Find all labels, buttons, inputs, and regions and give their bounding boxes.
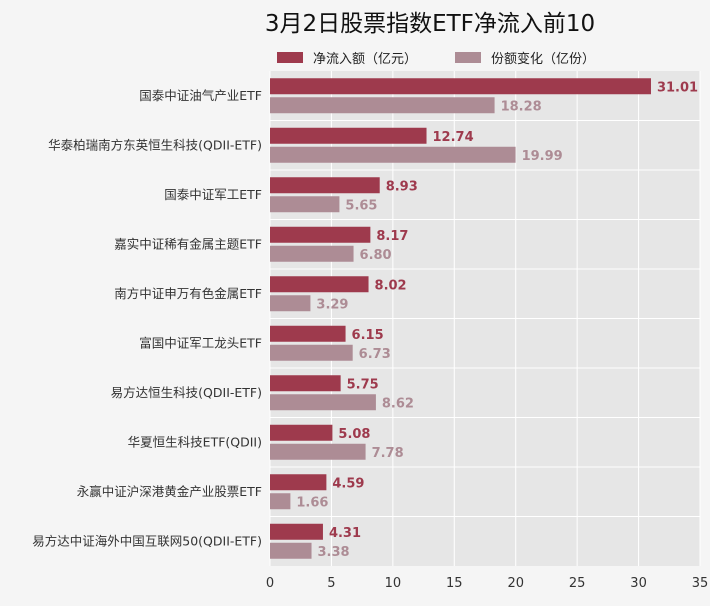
chart-title: 3月2日股票指数ETF净流入前10 — [264, 11, 596, 37]
bar-shares-1 — [270, 146, 516, 163]
data-label-shares-2: 5.65 — [345, 198, 377, 213]
bar-inflow-3 — [270, 226, 371, 243]
bar-inflow-1 — [270, 127, 427, 144]
data-label-inflow-3: 8.17 — [376, 229, 408, 244]
legend-item-shares: 份额变化（亿份） — [455, 48, 595, 67]
data-label-inflow-2: 8.93 — [386, 179, 418, 194]
data-label-inflow-7: 5.08 — [338, 427, 370, 442]
bar-shares-4 — [270, 295, 311, 312]
data-label-inflow-0: 31.01 — [657, 80, 698, 95]
x-tick-label-4: 20 — [507, 576, 524, 591]
data-label-inflow-6: 5.75 — [347, 377, 379, 392]
bar-inflow-6 — [270, 375, 341, 392]
data-label-inflow-1: 12.74 — [433, 130, 474, 145]
bar-shares-6 — [270, 394, 376, 411]
category-label-0: 国泰中证油气产业ETF — [139, 88, 262, 103]
bar-shares-3 — [270, 245, 354, 262]
data-label-inflow-9: 4.31 — [329, 526, 361, 541]
legend-swatch-inflow — [277, 52, 303, 63]
data-label-inflow-8: 4.59 — [332, 476, 364, 491]
x-tick-label-0: 0 — [266, 576, 274, 591]
data-label-shares-1: 19.99 — [522, 149, 563, 164]
data-label-shares-8: 1.66 — [296, 495, 328, 510]
x-tick-label-3: 15 — [446, 576, 463, 591]
x-tick-label-7: 35 — [692, 576, 709, 591]
category-label-1: 华泰柏瑞南方东英恒生科技(QDII-ETF) — [48, 137, 262, 152]
data-label-shares-3: 6.80 — [360, 248, 392, 263]
data-label-shares-7: 7.78 — [372, 446, 404, 461]
data-label-inflow-5: 6.15 — [352, 328, 384, 343]
data-label-shares-5: 6.73 — [359, 347, 391, 362]
x-tick-label-6: 30 — [630, 576, 647, 591]
category-label-4: 南方中证申万有色金属ETF — [114, 286, 262, 301]
bar-inflow-2 — [270, 177, 380, 194]
bar-shares-2 — [270, 196, 340, 213]
x-tick-label-1: 5 — [327, 576, 335, 591]
bar-shares-8 — [270, 493, 291, 510]
legend-swatch-shares — [455, 52, 482, 63]
data-label-inflow-4: 8.02 — [375, 278, 407, 293]
data-label-shares-4: 3.29 — [316, 297, 348, 312]
category-label-7: 华夏恒生科技ETF(QDII) — [128, 434, 262, 449]
bar-inflow-5 — [270, 325, 346, 342]
data-label-shares-0: 18.28 — [501, 99, 542, 114]
bar-shares-7 — [270, 443, 366, 460]
bar-shares-9 — [270, 542, 312, 559]
x-tick-label-5: 25 — [569, 576, 586, 591]
legend: 净流入额（亿元） 份额变化（亿份） — [277, 48, 633, 67]
category-label-9: 易方达中证海外中国互联网50(QDII-ETF) — [32, 533, 262, 548]
legend-label-shares: 份额变化（亿份） — [491, 52, 596, 67]
bar-inflow-7 — [270, 424, 333, 441]
bar-inflow-4 — [270, 276, 369, 293]
bar-inflow-9 — [270, 523, 323, 540]
category-label-6: 易方达恒生科技(QDII-ETF) — [111, 385, 262, 400]
category-label-5: 富国中证军工龙头ETF — [139, 335, 262, 350]
data-label-shares-6: 8.62 — [382, 396, 414, 411]
legend-label-inflow: 净流入额（亿元） — [313, 52, 418, 67]
bar-inflow-0 — [270, 78, 651, 95]
data-label-shares-9: 3.38 — [318, 545, 350, 560]
bar-inflow-8 — [270, 474, 327, 491]
bar-shares-5 — [270, 344, 353, 361]
category-label-3: 嘉实中证稀有金属主题ETF — [114, 236, 262, 251]
category-label-2: 国泰中证军工ETF — [164, 187, 262, 202]
bar-shares-0 — [270, 97, 495, 114]
x-tick-label-2: 10 — [385, 576, 402, 591]
category-label-8: 永赢中证沪深港黄金产业股票ETF — [77, 484, 262, 499]
legend-item-inflow: 净流入额（亿元） — [277, 48, 417, 67]
